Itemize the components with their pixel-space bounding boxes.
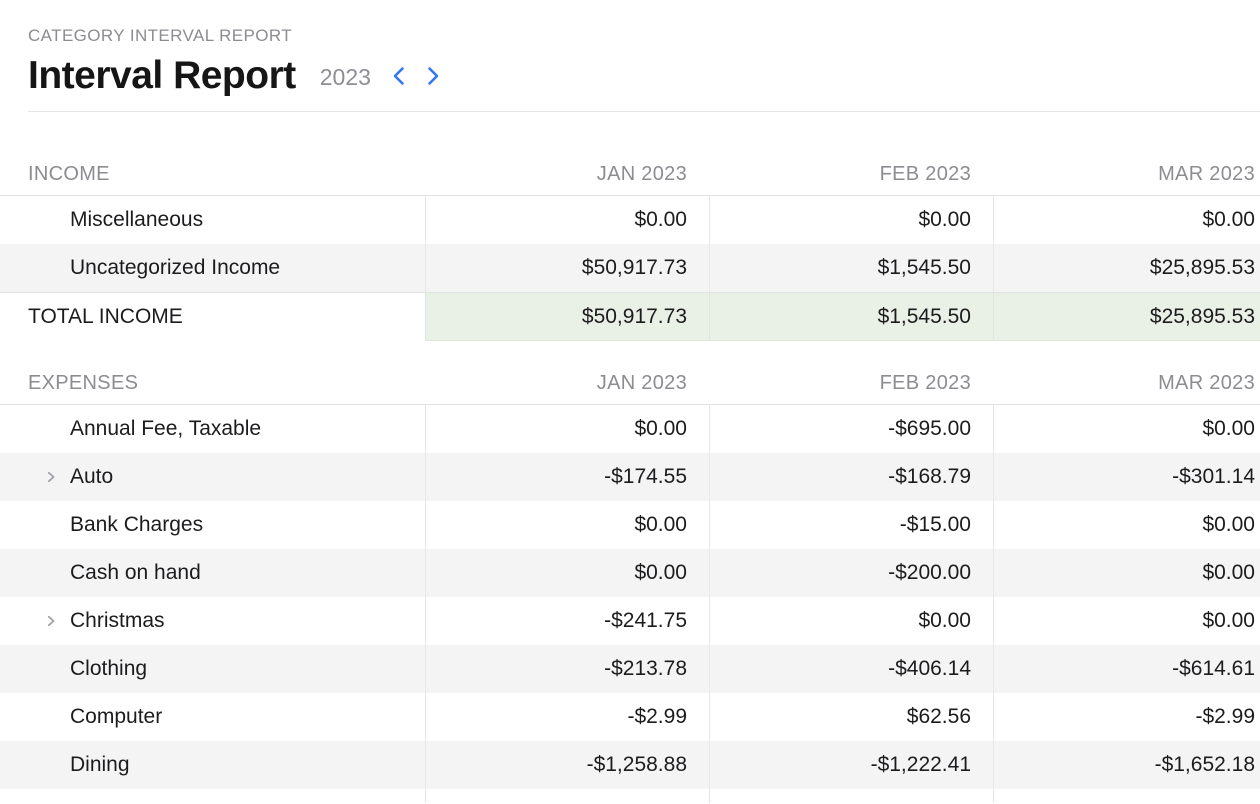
page-title: Interval Report <box>28 54 296 97</box>
category-cell: Uncategorized Income <box>0 244 425 292</box>
chevron-left-icon <box>394 67 405 85</box>
category-name: Miscellaneous <box>70 208 204 231</box>
category-name: Auto <box>70 465 114 488</box>
amount-cell: $0.00 <box>993 501 1260 549</box>
amount-cell: -$174.55 <box>425 453 709 501</box>
category-row[interactable]: Computer -$2.99 $62.56 -$2.99 <box>0 693 1260 741</box>
amount-cell <box>709 789 993 803</box>
category-row[interactable]: Clothing -$213.78 -$406.14 -$614.61 <box>0 645 1260 693</box>
category-row[interactable]: Uncategorized Income $50,917.73 $1,545.50 $… <box>0 244 1260 292</box>
amount-cell: -$1,222.41 <box>709 741 993 789</box>
category-row[interactable]: Cash on hand $0.00 -$200.00 $0.00 <box>0 549 1260 597</box>
chevron-right-icon <box>428 67 439 85</box>
amount-cell: -$200.00 <box>709 549 993 597</box>
amount-cell: $1,545.50 <box>709 244 993 292</box>
total-label: TOTAL INCOME <box>0 293 425 341</box>
category-name: Clothing <box>70 657 148 680</box>
amount-cell <box>425 789 709 803</box>
category-cell: Bank Charges <box>0 501 425 549</box>
total-amount-cell: $1,545.50 <box>709 293 993 341</box>
year-label: 2023 <box>319 63 371 90</box>
amount-cell: $25,895.53 <box>993 244 1260 292</box>
prev-year-button[interactable] <box>390 66 408 86</box>
section-label: EXPENSES <box>28 372 139 394</box>
amount-cell: $50,917.73 <box>425 244 709 292</box>
total-amount-cell: $50,917.73 <box>425 293 709 341</box>
amount-cell: -$168.79 <box>709 453 993 501</box>
report-body: INCOME JAN 2023 FEB 2023 MAR 2023 Miscellane… <box>0 148 1260 803</box>
amount-cell: $0.00 <box>993 549 1260 597</box>
section-header-expenses: EXPENSES JAN 2023 FEB 2023 MAR 2023 <box>0 357 1260 405</box>
section-header-income: INCOME JAN 2023 FEB 2023 MAR 2023 <box>0 148 1260 196</box>
column-header: FEB 2023 <box>879 163 971 185</box>
amount-cell: $0.00 <box>425 549 709 597</box>
amount-cell: $0.00 <box>993 405 1260 453</box>
category-cell: Cash on hand <box>0 549 425 597</box>
column-header: MAR 2023 <box>1158 163 1255 185</box>
category-name: Uncategorized Income <box>70 256 281 279</box>
category-name: Computer <box>70 705 163 728</box>
category-row[interactable]: Bank Charges $0.00 -$15.00 $0.00 <box>0 501 1260 549</box>
column-header: JAN 2023 <box>596 163 687 185</box>
section-label: INCOME <box>28 163 110 185</box>
title-row: Interval Report 2023 <box>28 52 1260 100</box>
column-header: JAN 2023 <box>596 372 687 394</box>
amount-cell: -$301.14 <box>993 453 1260 501</box>
category-row[interactable]: Christmas -$241.75 $0.00 $0.00 <box>0 597 1260 645</box>
category-name: Annual Fee, Taxable <box>70 417 262 440</box>
category-cell: Clothing <box>0 645 425 693</box>
amount-cell: $0.00 <box>709 196 993 244</box>
amount-cell: -$2.99 <box>993 693 1260 741</box>
column-header: MAR 2023 <box>1158 372 1255 394</box>
total-amount-cell: $25,895.53 <box>993 293 1260 341</box>
amount-cell: -$2.99 <box>425 693 709 741</box>
amount-cell: $0.00 <box>425 501 709 549</box>
report-header: CATEGORY INTERVAL REPORT Interval Report… <box>0 0 1260 100</box>
section-income: INCOME JAN 2023 FEB 2023 MAR 2023 Miscellane… <box>0 148 1260 341</box>
category-name: Cash on hand <box>70 561 201 584</box>
amount-cell <box>993 789 1260 803</box>
total-row-income: TOTAL INCOME $50,917.73 $1,545.50 $25,895.5… <box>0 292 1260 341</box>
column-header: FEB 2023 <box>879 372 971 394</box>
disclosure-chevron-icon[interactable] <box>44 470 58 484</box>
amount-cell: -$15.00 <box>709 501 993 549</box>
amount-cell: $0.00 <box>993 196 1260 244</box>
category-name: Christmas <box>70 609 165 632</box>
category-cell: Annual Fee, Taxable <box>0 405 425 453</box>
amount-cell: $0.00 <box>993 597 1260 645</box>
category-row[interactable]: Annual Fee, Taxable $0.00 -$695.00 $0.00 <box>0 405 1260 453</box>
category-row[interactable]: Dining -$1,258.88 -$1,222.41 -$1,652.18 <box>0 741 1260 789</box>
disclosure-chevron-icon[interactable] <box>44 614 58 628</box>
report-type-label: CATEGORY INTERVAL REPORT <box>28 26 293 45</box>
amount-cell: -$213.78 <box>425 645 709 693</box>
category-cell: Computer <box>0 693 425 741</box>
clipped-row <box>0 789 1260 803</box>
category-cell <box>0 789 425 803</box>
header-divider <box>28 111 1260 112</box>
category-cell: Christmas <box>0 597 425 645</box>
amount-cell: -$1,652.18 <box>993 741 1260 789</box>
amount-cell: $0.00 <box>709 597 993 645</box>
amount-cell: $0.00 <box>425 196 709 244</box>
amount-cell: $62.56 <box>709 693 993 741</box>
amount-cell: -$1,258.88 <box>425 741 709 789</box>
category-name: Bank Charges <box>70 513 204 536</box>
category-row[interactable]: Auto -$174.55 -$168.79 -$301.14 <box>0 453 1260 501</box>
category-name: Dining <box>70 753 130 776</box>
amount-cell: -$695.00 <box>709 405 993 453</box>
amount-cell: $0.00 <box>425 405 709 453</box>
category-cell: Miscellaneous <box>0 196 425 244</box>
amount-cell: -$406.14 <box>709 645 993 693</box>
amount-cell: -$614.61 <box>993 645 1260 693</box>
section-expenses: EXPENSES JAN 2023 FEB 2023 MAR 2023 Annual F… <box>0 357 1260 803</box>
next-year-button[interactable] <box>425 66 443 86</box>
category-cell: Auto <box>0 453 425 501</box>
category-cell: Dining <box>0 741 425 789</box>
amount-cell: -$241.75 <box>425 597 709 645</box>
category-row[interactable]: Miscellaneous $0.00 $0.00 $0.00 <box>0 196 1260 244</box>
